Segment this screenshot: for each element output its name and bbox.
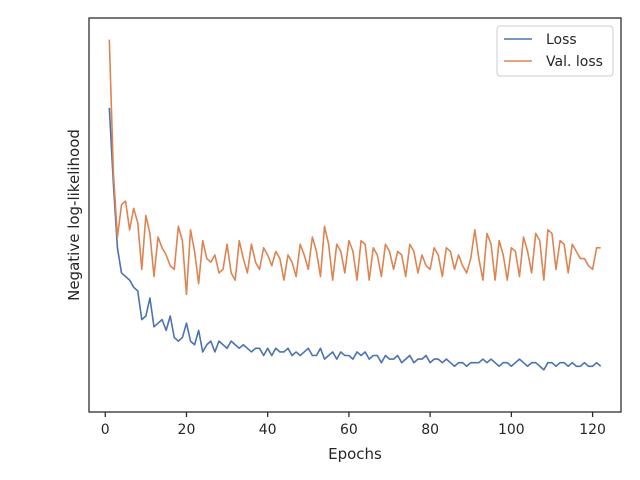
x-axis-label: Epochs <box>328 445 382 463</box>
series-line-val-loss <box>108 39 601 296</box>
legend-label-val-loss: Val. loss <box>546 54 603 70</box>
x-tick-label: 80 <box>421 422 439 438</box>
series-lines <box>108 39 602 371</box>
y-axis-label: Negative log-likelihood <box>65 129 83 301</box>
x-tick-label: 20 <box>178 422 196 438</box>
x-tick-label: 120 <box>579 422 606 438</box>
legend: Loss Val. loss <box>496 25 614 77</box>
plot-area <box>88 17 622 413</box>
x-tick-label: 40 <box>259 422 277 438</box>
x-tick-label: 60 <box>340 422 358 438</box>
series-line-loss <box>108 107 602 371</box>
x-tick-label: 100 <box>498 422 525 438</box>
x-tick-label: 0 <box>101 422 110 438</box>
legend-label-loss: Loss <box>546 32 577 48</box>
x-axis: 0 20 40 60 80 100 120 <box>101 412 606 438</box>
